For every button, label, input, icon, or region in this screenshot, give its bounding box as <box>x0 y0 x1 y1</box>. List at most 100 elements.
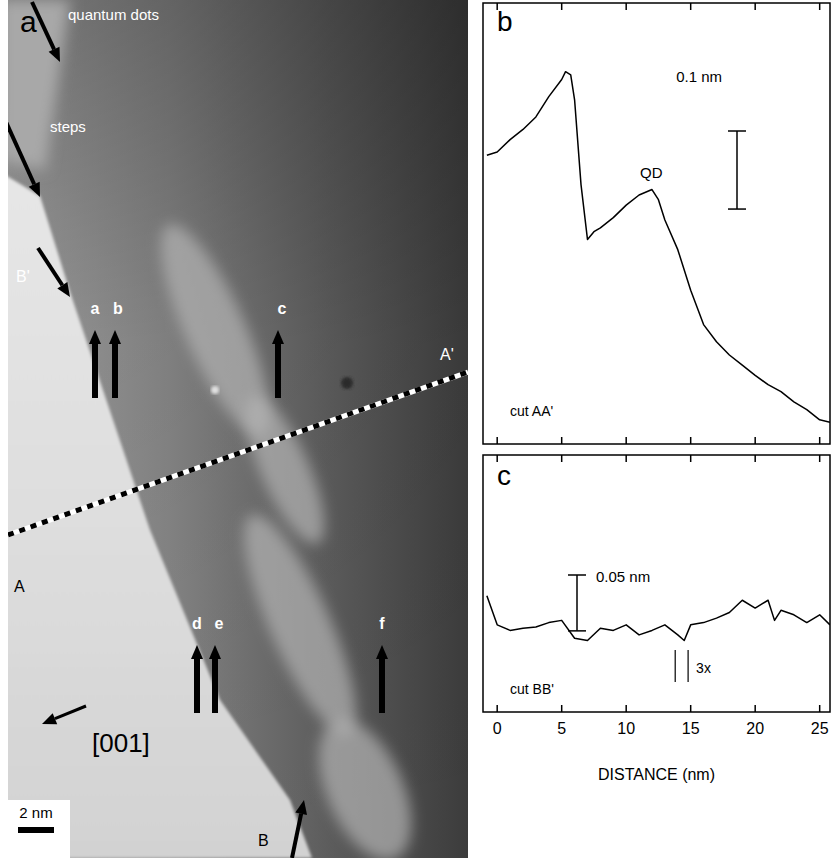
arrow-label: d <box>192 615 202 632</box>
direction-label: [001] <box>92 728 150 758</box>
tick <box>819 705 821 712</box>
line-group <box>487 596 830 641</box>
tick <box>496 437 498 444</box>
tick <box>625 705 627 712</box>
scale-bar-label: 2 nm <box>19 804 52 821</box>
arrow-shaft <box>38 248 62 285</box>
tick-label: 5 <box>557 720 566 737</box>
tick <box>561 437 563 444</box>
arrow-label: c <box>278 300 287 317</box>
tick-label: 25 <box>811 720 829 737</box>
arrow-shaft <box>379 659 385 713</box>
arrow-head <box>89 330 101 344</box>
scale-bar-cap <box>568 574 586 576</box>
tick <box>754 455 756 462</box>
annotation: quantum dots <box>68 6 159 23</box>
tick <box>561 3 563 10</box>
scale-bar <box>576 575 578 631</box>
cut-label: A <box>14 578 25 595</box>
tick <box>561 705 563 712</box>
line-group <box>487 72 830 422</box>
arrow-label: b <box>113 300 123 317</box>
scale-bar <box>18 827 54 833</box>
arrow-head <box>29 182 40 197</box>
tick-label: 10 <box>617 720 635 737</box>
arrow-head <box>42 713 57 724</box>
tick <box>690 3 692 10</box>
panel-label: b <box>497 6 513 37</box>
stm-image <box>8 0 468 858</box>
arrow-head <box>376 645 388 659</box>
arrow-shaft <box>112 344 118 398</box>
arrow-head <box>272 330 284 344</box>
arrow-label: e <box>215 615 224 632</box>
figure: aquantum dotsstepsB'A'ABabcdef[001]2 nmb… <box>0 0 834 858</box>
panel-label: c <box>497 460 511 491</box>
tick <box>625 437 627 444</box>
tick <box>754 3 756 10</box>
arrow-label: a <box>91 300 100 317</box>
tick <box>496 705 498 712</box>
marker-line <box>688 650 689 682</box>
annotation: cut BB' <box>510 681 554 697</box>
scale-bar <box>736 131 738 209</box>
panel-c: 0 5 10 15 20 25 <box>483 455 830 737</box>
dark-spot <box>341 377 353 389</box>
lower-terrace <box>8 172 312 858</box>
tick <box>819 455 821 462</box>
profile-line <box>487 72 830 422</box>
annotation: cut AA' <box>510 403 553 419</box>
scale-bar-label: 0.1 nm <box>676 68 722 85</box>
arrow-shaft <box>194 659 200 713</box>
arrow-head <box>49 47 60 62</box>
arrow-label: f <box>379 615 385 632</box>
arrow-head <box>109 330 121 344</box>
quantum-dot-blob <box>224 503 376 747</box>
profile-line <box>487 596 830 641</box>
tick-label: 20 <box>746 720 764 737</box>
tick <box>754 437 756 444</box>
cut-label: B' <box>16 268 30 285</box>
scale-bar-label: 0.05 nm <box>596 568 650 585</box>
tick <box>625 3 627 10</box>
cut-label: A' <box>440 346 454 363</box>
tick <box>754 705 756 712</box>
left-margin <box>0 0 8 858</box>
tick <box>690 705 692 712</box>
scale-bar-cap <box>728 208 746 210</box>
arrow-shaft <box>275 344 281 398</box>
tick <box>561 455 563 462</box>
arrow-shaft <box>212 659 218 713</box>
tick <box>690 437 692 444</box>
annotation: 3x <box>696 660 711 676</box>
arrow-shaft <box>55 706 86 719</box>
axis-title: DISTANCE (nm) <box>598 766 715 783</box>
scale-bar-cap <box>568 630 586 632</box>
plot-frame <box>483 3 830 444</box>
bright-spot <box>211 386 219 394</box>
arrow-head <box>295 800 307 815</box>
marker-line <box>675 650 676 682</box>
plot-frame <box>483 455 830 712</box>
arrow-shaft <box>8 122 34 184</box>
tick <box>819 437 821 444</box>
panel-b <box>483 3 830 444</box>
annotation: steps <box>50 118 86 135</box>
arrow-head <box>57 282 70 297</box>
arrow-shaft <box>92 344 98 398</box>
quantum-dot-blob <box>300 706 430 858</box>
arrow-head <box>209 645 221 659</box>
cut-line <box>8 372 468 535</box>
tick <box>625 455 627 462</box>
tick-label: 15 <box>682 720 700 737</box>
tick-label: 0 <box>493 720 502 737</box>
annotation: QD <box>640 164 663 181</box>
tick <box>690 455 692 462</box>
scale-bar-cap <box>728 130 746 132</box>
panel-label: a <box>20 5 37 38</box>
arrow-shaft <box>292 814 301 858</box>
arrow-head <box>191 645 203 659</box>
cut-line <box>8 372 468 535</box>
tick <box>819 3 821 10</box>
scale-bar-ground <box>0 800 70 858</box>
